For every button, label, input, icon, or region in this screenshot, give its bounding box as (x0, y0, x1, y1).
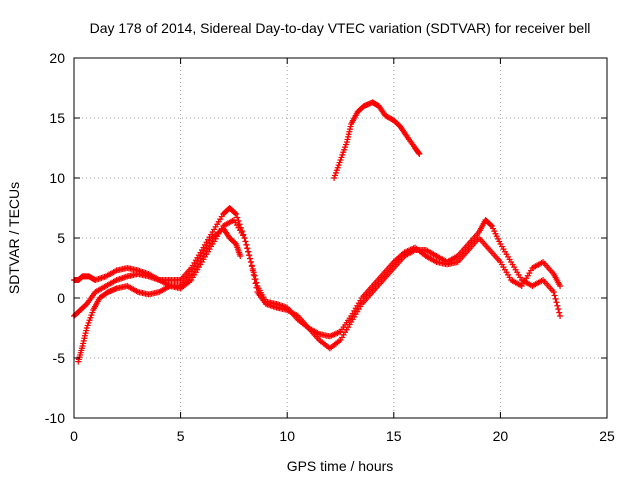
data-point (554, 302, 561, 309)
data-point (249, 265, 256, 272)
data-point (243, 241, 250, 248)
data-point (550, 289, 557, 295)
data-point (234, 214, 241, 221)
y-tick-label: 0 (57, 290, 65, 306)
data-point (235, 217, 242, 224)
x-tick-label: 10 (279, 428, 295, 444)
data-point (487, 222, 494, 229)
data-point (246, 252, 253, 259)
y-tick-label: -5 (53, 350, 66, 366)
data-point (557, 283, 564, 289)
data-point (233, 211, 240, 217)
data-point (236, 221, 243, 228)
x-tick-label: 5 (177, 428, 185, 444)
x-tick-label: 0 (70, 428, 78, 444)
x-tick-label: 20 (493, 428, 509, 444)
data-point (248, 262, 255, 269)
data-point (245, 248, 252, 255)
data-point (552, 295, 559, 302)
data-point (555, 306, 562, 313)
data-point (551, 292, 558, 299)
data-point (557, 313, 564, 319)
data-points (71, 99, 564, 365)
x-tick-label: 25 (599, 428, 615, 444)
chart-title: Day 178 of 2014, Sidereal Day-to-day VTE… (90, 20, 591, 36)
series-track-3 (75, 225, 244, 365)
data-point (553, 299, 560, 306)
data-point (247, 255, 254, 262)
data-point (251, 272, 258, 279)
data-point (250, 269, 257, 276)
y-tick-label: -10 (45, 410, 65, 426)
y-axis-label: SDTVAR / TECUs (6, 182, 22, 294)
data-point (556, 309, 563, 316)
data-point (416, 151, 423, 157)
y-tick-label: 5 (57, 230, 65, 246)
x-tick-label: 15 (386, 428, 402, 444)
data-point (402, 131, 409, 138)
axis-ticks: 0 5 10 15 20 25 -10 -5 0 5 10 15 20 (45, 50, 615, 444)
data-point (232, 210, 239, 217)
data-point (253, 279, 260, 286)
series-track-2 (71, 217, 564, 340)
data-point (241, 235, 248, 241)
data-point (415, 150, 422, 157)
series-track-4 (331, 99, 423, 181)
x-axis-label: GPS time / hours (287, 458, 394, 474)
y-tick-label: 15 (49, 110, 65, 126)
y-tick-label: 20 (49, 50, 65, 66)
data-point (237, 253, 244, 259)
y-tick-label: 10 (49, 170, 65, 186)
data-point (242, 238, 249, 245)
data-point (252, 276, 259, 283)
data-point (247, 259, 254, 265)
data-point (244, 245, 251, 252)
